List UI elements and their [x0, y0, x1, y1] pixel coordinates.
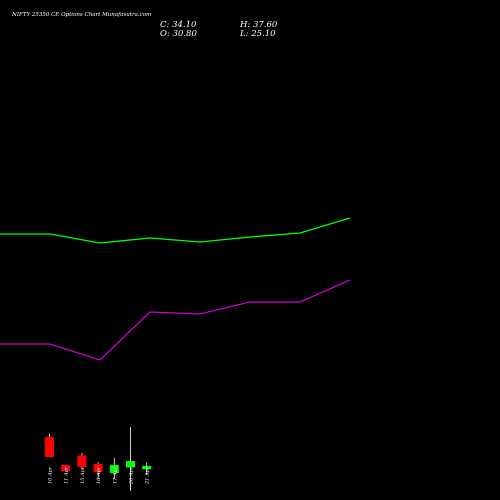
candle-body: [109, 465, 119, 473]
x-axis-ticks: 10 Apr 11 Apr 15 Apr 16 Apr 17 Apr 20 Apr 21 A…: [48, 466, 151, 485]
high-value: H: 37.60: [239, 20, 278, 30]
x-tick-label: 15 Apr: [80, 466, 86, 484]
candle-body: [93, 464, 103, 472]
x-tick-label: 20 Apr: [129, 466, 135, 485]
candle-body: [61, 465, 71, 471]
upper-band-line: [0, 217, 351, 244]
open-value: O: 30.80: [160, 29, 197, 39]
candle: [77, 453, 87, 469]
candle: [109, 458, 119, 479]
candle-body: [142, 465, 152, 470]
candles: [45, 427, 152, 491]
candle-body: [77, 455, 87, 467]
x-tick-label: 21 Apr: [145, 466, 151, 485]
x-tick-label: 10 Apr: [48, 466, 54, 484]
x-tick-label: 16 Apr: [96, 466, 102, 484]
close-value: C: 34.10: [160, 20, 197, 30]
candle: [45, 434, 54, 457]
band-lines: [0, 217, 351, 361]
candle: [61, 465, 71, 471]
x-tick-label: 11 Apr: [64, 466, 70, 484]
candle: [126, 427, 135, 491]
low-value: L: 25.10: [239, 29, 276, 39]
lower-band-line: [0, 279, 351, 361]
chart-title: NIFTY 25350 CE Options Chart Munafasutra…: [11, 12, 151, 18]
candle: [93, 462, 103, 479]
x-tick-label: 17 Apr: [112, 466, 118, 484]
candle: [142, 462, 152, 475]
candle-body: [45, 437, 54, 457]
candle-body: [126, 461, 135, 468]
